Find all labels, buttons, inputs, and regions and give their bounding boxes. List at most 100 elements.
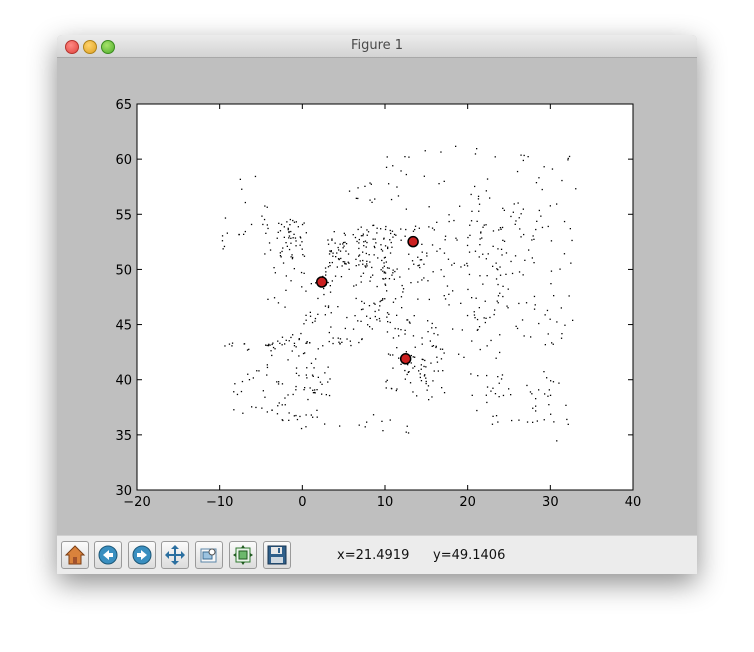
scatter-point xyxy=(303,323,305,325)
scatter-point xyxy=(541,226,544,229)
scatter-point xyxy=(524,259,526,261)
scatter-point xyxy=(373,224,375,226)
plot-area[interactable] xyxy=(137,104,633,490)
scatter-point xyxy=(254,175,257,178)
configure-subplots-button[interactable] xyxy=(229,541,257,569)
forward-button[interactable] xyxy=(128,541,156,569)
scatter-point xyxy=(251,406,253,408)
scatter-point xyxy=(362,235,364,237)
scatter-point xyxy=(231,342,234,344)
zoom-button[interactable] xyxy=(195,541,223,569)
scatter-point xyxy=(393,278,395,280)
scatter-plot[interactable]: −20 −10 0 10 20 30 40 30 35 40 45 50 55 60 65 xyxy=(57,58,697,535)
scatter-point xyxy=(394,298,397,300)
scatter-point xyxy=(355,197,357,199)
scatter-point xyxy=(325,394,327,396)
scatter-point xyxy=(425,377,427,379)
scatter-point xyxy=(531,239,533,241)
scatter-point xyxy=(383,238,385,240)
scatter-point xyxy=(388,267,390,269)
scatter-point xyxy=(523,233,525,236)
scatter-point xyxy=(243,233,245,235)
scatter-point xyxy=(396,268,398,270)
scatter-point xyxy=(356,240,358,243)
scatter-point xyxy=(502,394,505,397)
scatter-point xyxy=(391,246,393,248)
scatter-point xyxy=(362,272,365,274)
scatter-point xyxy=(323,293,325,296)
scatter-point xyxy=(372,238,374,240)
scatter-point xyxy=(391,388,393,390)
back-button[interactable] xyxy=(94,541,122,569)
scatter-point xyxy=(374,198,376,200)
scatter-point xyxy=(279,255,282,257)
scatter-point xyxy=(384,228,387,231)
scatter-point xyxy=(522,208,524,210)
scatter-point xyxy=(550,283,552,285)
scatter-point xyxy=(364,185,366,187)
pan-button[interactable] xyxy=(161,541,189,569)
scatter-point xyxy=(283,236,285,238)
scatter-point xyxy=(408,268,410,270)
scatter-point xyxy=(430,362,432,364)
scatter-point xyxy=(389,354,391,356)
scatter-point xyxy=(288,231,290,233)
scatter-point xyxy=(423,175,425,177)
scatter-point xyxy=(477,195,480,197)
title-bar[interactable]: Figure 1 xyxy=(57,35,697,58)
scatter-point xyxy=(288,231,290,234)
scatter-point xyxy=(510,260,512,263)
scatter-point xyxy=(241,188,243,190)
scatter-point xyxy=(533,308,536,310)
scatter-point xyxy=(519,228,521,230)
scatter-point xyxy=(404,333,406,335)
scatter-point xyxy=(452,290,454,292)
scatter-point xyxy=(396,347,398,349)
save-button[interactable] xyxy=(263,541,291,569)
scatter-point xyxy=(501,254,503,256)
x-tick-label: 0 xyxy=(298,495,306,510)
scatter-point xyxy=(357,228,359,231)
scatter-point xyxy=(470,220,473,222)
scatter-point xyxy=(288,340,290,342)
scatter-point xyxy=(283,226,285,228)
scatter-point xyxy=(295,414,297,417)
scatter-point xyxy=(344,241,346,243)
back-arrow-icon xyxy=(98,545,118,565)
scatter-point xyxy=(570,262,572,264)
scatter-point xyxy=(288,248,291,251)
scatter-point xyxy=(370,276,372,278)
scatter-point xyxy=(328,340,330,343)
scatter-point xyxy=(443,252,446,254)
scatter-point xyxy=(399,276,401,278)
scatter-point xyxy=(418,227,420,229)
scatter-point xyxy=(379,320,381,322)
scatter-point xyxy=(428,206,430,208)
x-coordinate-readout: x=21.4919 xyxy=(337,548,410,563)
scatter-point xyxy=(499,292,501,294)
scatter-point xyxy=(410,354,412,357)
scatter-point xyxy=(452,328,454,330)
minimize-window-button[interactable] xyxy=(83,40,97,54)
scatter-point xyxy=(484,300,486,302)
scatter-point xyxy=(373,245,375,248)
scatter-point xyxy=(429,340,431,342)
figure-canvas[interactable]: −20 −10 0 10 20 30 40 30 35 40 45 50 55 60 65 xyxy=(57,58,697,535)
close-window-button[interactable] xyxy=(65,40,79,54)
scatter-point xyxy=(471,394,473,396)
scatter-point xyxy=(327,305,330,307)
scatter-point xyxy=(315,358,317,360)
scatter-point xyxy=(242,412,244,414)
scatter-point xyxy=(446,285,449,287)
scatter-point xyxy=(247,373,249,375)
scatter-point xyxy=(567,157,569,160)
scatter-point xyxy=(344,263,346,265)
scatter-point xyxy=(266,374,268,376)
scatter-point xyxy=(373,302,375,304)
scatter-point xyxy=(396,314,398,316)
zoom-window-button[interactable] xyxy=(101,40,115,54)
scatter-point xyxy=(550,380,552,382)
home-button[interactable] xyxy=(61,541,89,569)
scatter-point xyxy=(361,300,363,303)
scatter-point xyxy=(327,266,330,268)
